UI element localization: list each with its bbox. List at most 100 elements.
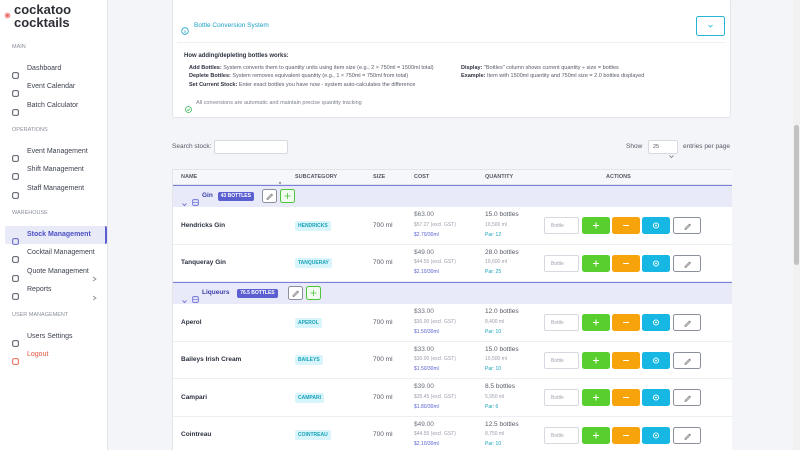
nav-item[interactable]: Quote Management <box>27 267 89 275</box>
item-cost: $63.00 <box>414 211 434 219</box>
bottle-placeholder: Bottle <box>551 223 564 230</box>
check-icon <box>185 100 192 113</box>
set-stock-button[interactable] <box>642 254 670 272</box>
show-label: Show <box>626 143 643 151</box>
item-size: 700 ml <box>373 259 393 267</box>
subcategory-pill: TANQUERAY <box>295 258 332 269</box>
info-bullet: Display: "Bottles" column shows current … <box>461 65 619 72</box>
group-edit-button[interactable] <box>261 189 277 203</box>
item-name: Aperol <box>181 318 202 326</box>
set-stock-button[interactable] <box>642 314 670 332</box>
group-badge: 43 BOTTLES <box>217 191 254 201</box>
item-size: 700 ml <box>373 431 393 439</box>
edit-item-button[interactable] <box>673 389 701 407</box>
column-header: QUANTITY <box>485 174 514 181</box>
add-bottles-button[interactable] <box>582 351 610 369</box>
search-label: Search stock: <box>172 143 212 151</box>
item-cost-per-30ml: $2.70/30ml <box>414 231 439 238</box>
item-cost-per-30ml: $1.50/30ml <box>414 328 439 335</box>
group-name: Gin <box>202 192 213 200</box>
scrollbar-thumb[interactable] <box>794 125 799 265</box>
bottle-input[interactable]: Bottle <box>544 254 579 272</box>
page-size-select[interactable]: 25 <box>648 140 678 158</box>
item-par: Par: 25 <box>485 269 502 276</box>
group-edit-button[interactable] <box>287 286 303 300</box>
bottle-input[interactable]: Bottle <box>544 217 579 235</box>
collapse-button[interactable] <box>696 16 725 36</box>
group-chevron[interactable] <box>182 291 187 304</box>
nav-item[interactable]: Cocktail Management <box>27 249 95 257</box>
info-bullet-label: Example: <box>461 73 486 79</box>
nav-item[interactable]: Staff Management <box>27 184 85 192</box>
bottle-input[interactable]: Bottle <box>544 351 579 369</box>
stock-table: NAME SUBCATEGORY SIZE COST QUANTITY ACTIONS Gi… <box>172 169 732 450</box>
deplete-bottles-button[interactable] <box>612 314 640 332</box>
subcategory-pill: BAILEYS <box>295 355 323 366</box>
nav-item[interactable]: Batch Calculator <box>27 101 79 109</box>
item-size: 700 ml <box>373 318 393 326</box>
deplete-bottles-button[interactable] <box>612 217 640 235</box>
item-bottles: 15.0 bottles <box>485 345 519 353</box>
item-par: Par: 10 <box>485 328 502 335</box>
item-cost-per-30ml: $1.50/30ml <box>414 366 439 373</box>
add-bottles-button[interactable] <box>582 314 610 332</box>
group-chevron[interactable] <box>182 194 187 207</box>
set-stock-button[interactable] <box>642 351 670 369</box>
add-bottles-button[interactable] <box>582 389 610 407</box>
nav-item[interactable]: Logout <box>27 351 49 359</box>
nav-section-title: MAIN <box>12 43 26 50</box>
info-card: Bottle Conversion System How adding/deple… <box>172 0 731 118</box>
edit-item-button[interactable] <box>673 351 701 369</box>
set-stock-button[interactable] <box>642 389 670 407</box>
item-cost-ex-gst: $35.45 (excl. GST) <box>414 393 456 400</box>
bottle-input[interactable]: Bottle <box>544 389 579 407</box>
nav-icon <box>12 250 19 263</box>
set-stock-button[interactable] <box>642 217 670 235</box>
info-bullet: Deplete Bottles: System removes equivale… <box>189 73 408 80</box>
edit-item-button[interactable] <box>673 314 701 332</box>
group-row <box>173 185 732 207</box>
nav-section-title: OPERATIONS <box>12 126 48 133</box>
nav-item[interactable]: Shift Management <box>27 166 84 174</box>
nav-icon <box>12 186 19 199</box>
add-bottles-button[interactable] <box>582 254 610 272</box>
group-add-button[interactable] <box>305 286 321 300</box>
bottle-input[interactable]: Bottle <box>544 426 579 444</box>
item-name: Hendricks Gin <box>181 221 226 229</box>
item-cost-per-30ml: $2.10/30ml <box>414 269 439 276</box>
deplete-bottles-button[interactable] <box>612 426 640 444</box>
brand-icon <box>4 12 11 19</box>
info-bullet-label: Display: <box>461 64 483 71</box>
nav-item[interactable]: Stock Management <box>27 230 91 238</box>
nav-item[interactable]: Users Settings <box>27 332 73 340</box>
add-bottles-button[interactable] <box>582 217 610 235</box>
deplete-bottles-button[interactable] <box>612 351 640 369</box>
edit-item-button[interactable] <box>673 217 701 235</box>
deplete-bottles-button[interactable] <box>612 389 640 407</box>
set-stock-button[interactable] <box>642 426 670 444</box>
edit-item-button[interactable] <box>673 426 701 444</box>
item-cost-per-30ml: $2.10/30ml <box>414 441 439 448</box>
info-card-header <box>177 9 726 43</box>
nav-icon <box>12 167 19 180</box>
info-bullet-text: Enter exact bottles you have now - syste… <box>238 81 416 88</box>
bottle-input[interactable]: Bottle <box>544 314 579 332</box>
search-input[interactable] <box>214 140 288 154</box>
info-heading: How adding/depleting bottles works: <box>184 53 289 60</box>
item-size: 700 ml <box>373 356 393 364</box>
info-bullet: Set Current Stock: Enter exact bottles y… <box>189 82 415 89</box>
deplete-bottles-button[interactable] <box>612 254 640 272</box>
scrollbar[interactable] <box>793 0 800 450</box>
add-bottles-button[interactable] <box>582 426 610 444</box>
item-cost: $39.00 <box>414 383 434 391</box>
edit-item-button[interactable] <box>673 254 701 272</box>
info-icon <box>181 22 189 35</box>
item-cost-ex-gst: $57.27 (excl. GST) <box>414 221 456 228</box>
nav-item[interactable]: Event Calendar <box>27 83 76 91</box>
nav-item[interactable]: Reports <box>27 286 52 294</box>
nav-section-title: WAREHOUSE <box>12 209 48 216</box>
group-add-button[interactable] <box>279 189 295 203</box>
nav-item[interactable]: Dashboard <box>27 64 62 72</box>
nav-item[interactable]: Event Management <box>27 147 88 155</box>
info-bullet-text: System removes equivalent quantity (e.g.… <box>232 73 409 79</box>
